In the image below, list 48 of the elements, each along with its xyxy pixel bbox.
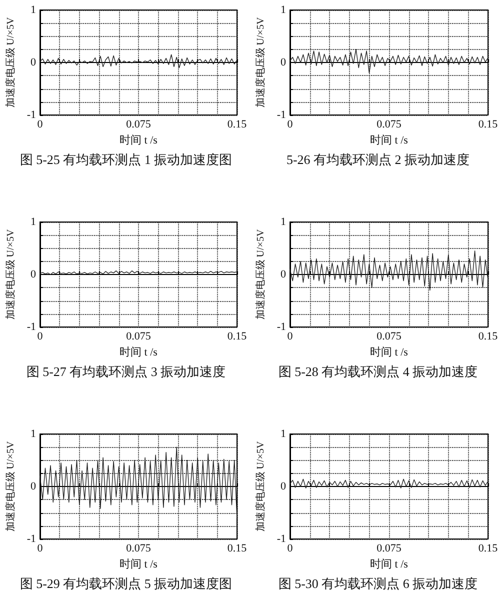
x-axis-title: 时间 t /s bbox=[120, 346, 158, 358]
x-tick-label: 0.15 bbox=[478, 118, 498, 130]
y-axis-title: 加速度电压级 U/×5V bbox=[254, 16, 266, 108]
y-tick-label: -1 bbox=[276, 109, 286, 121]
x-tick-label: 0.15 bbox=[227, 542, 248, 554]
x-tick-label: 0.15 bbox=[227, 330, 248, 342]
x-tick-label: 0.075 bbox=[376, 542, 402, 554]
text: 图 5-25 有均载环测点 1 振动加速度图 bbox=[20, 152, 232, 167]
x-tick-label: 0.075 bbox=[126, 330, 152, 342]
y-tick-label: 0 bbox=[30, 56, 36, 68]
x-axis-title: 时间 t /s bbox=[120, 558, 158, 570]
y-axis-title: 加速度电压级 U/×5V bbox=[4, 16, 16, 108]
x-tick-label: 0.15 bbox=[227, 118, 248, 130]
x-tick-label: 0.075 bbox=[376, 118, 402, 130]
y-tick-label: 1 bbox=[30, 216, 36, 228]
text: 图 5-28 有均载环测点 4 振动加速度 bbox=[278, 364, 478, 379]
y-tick-label: 0 bbox=[30, 268, 36, 280]
x-tick-label: 0.15 bbox=[478, 330, 498, 342]
y-tick-label: -1 bbox=[276, 533, 286, 545]
text: 5-26 有均载环测点 2 振动加速度 bbox=[286, 152, 470, 167]
y-tick-label: 1 bbox=[280, 428, 286, 440]
y-axis-title: 加速度电压级 U/×5V bbox=[254, 440, 266, 532]
y-tick-label: 0 bbox=[30, 480, 36, 492]
text: 图 5-29 有均载环测点 5 振动加速度图 bbox=[20, 576, 232, 591]
y-tick-label: -1 bbox=[26, 321, 36, 333]
y-tick-label: 1 bbox=[30, 4, 36, 16]
y-tick-label: -1 bbox=[26, 533, 36, 545]
text: 图 5-27 有均载环测点 3 振动加速度 bbox=[26, 364, 226, 379]
x-axis-title: 时间 t /s bbox=[370, 346, 408, 358]
x-tick-label: 0.075 bbox=[126, 118, 152, 130]
x-tick-label: 0.075 bbox=[376, 330, 402, 342]
y-axis-title: 加速度电压级 U/×5V bbox=[4, 440, 16, 532]
y-tick-label: 0 bbox=[280, 56, 286, 68]
y-axis-title: 加速度电压级 U/×5V bbox=[254, 228, 266, 320]
y-tick-label: 1 bbox=[30, 428, 36, 440]
y-tick-label: -1 bbox=[26, 109, 36, 121]
x-axis-title: 时间 t /s bbox=[120, 134, 158, 146]
y-tick-label: 1 bbox=[280, 216, 286, 228]
text: 图 5-30 有均载环测点 6 振动加速度 bbox=[278, 576, 478, 591]
y-tick-label: 0 bbox=[280, 268, 286, 280]
x-tick-label: 0.15 bbox=[478, 542, 498, 554]
x-tick-label: 0.075 bbox=[126, 542, 152, 554]
x-axis-title: 时间 t /s bbox=[370, 558, 408, 570]
y-tick-label: 0 bbox=[280, 480, 286, 492]
x-axis-title: 时间 t /s bbox=[370, 134, 408, 146]
y-axis-title: 加速度电压级 U/×5V bbox=[4, 228, 16, 320]
y-tick-label: 1 bbox=[280, 4, 286, 16]
y-tick-label: -1 bbox=[276, 321, 286, 333]
